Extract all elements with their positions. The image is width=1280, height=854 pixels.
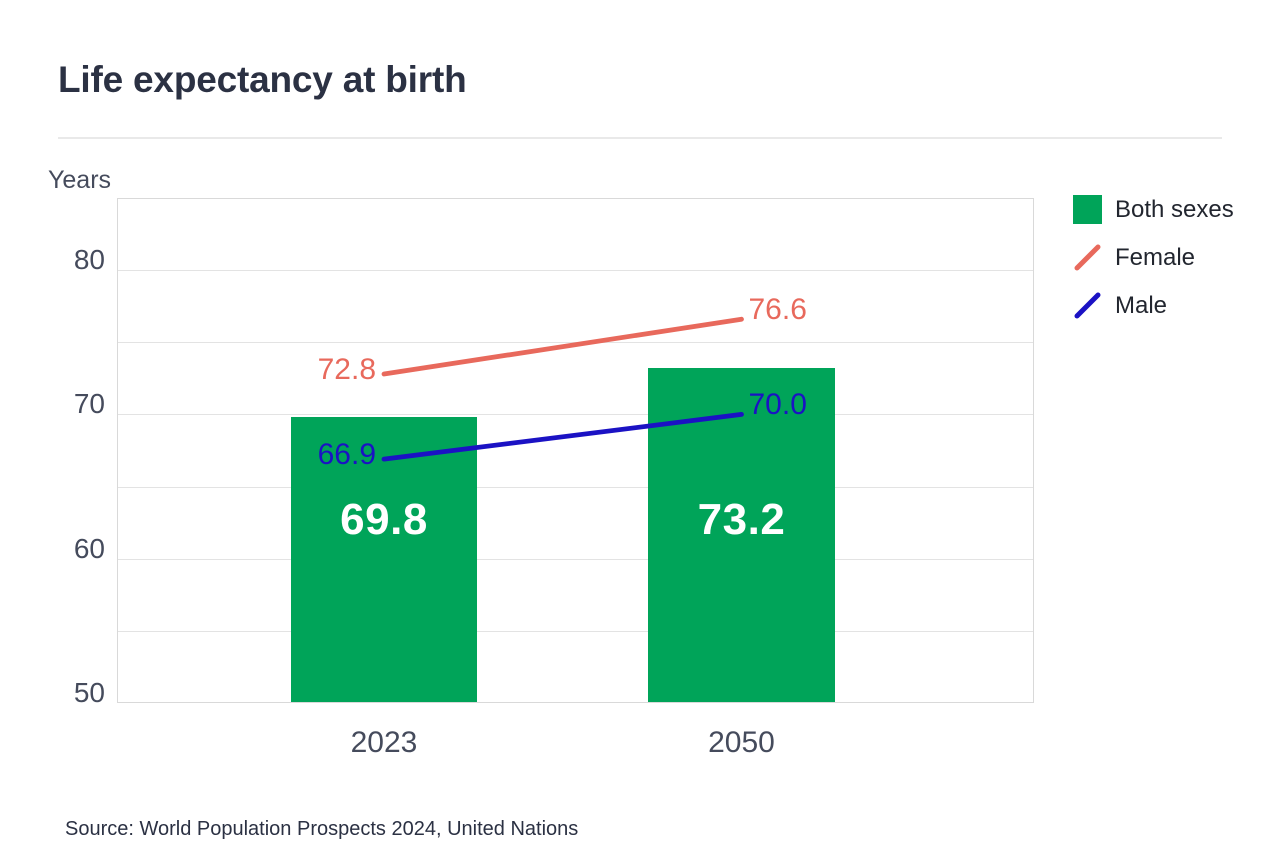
legend-item-female: Female: [1073, 243, 1234, 272]
legend-item-both-sexes: Both sexes: [1073, 195, 1234, 224]
source-note: Source: World Population Prospects 2024,…: [65, 818, 579, 840]
point-label-female-2050: 76.6: [748, 293, 807, 327]
bar-value-label-2023: 69.8: [340, 495, 428, 544]
line-male: [381, 412, 744, 462]
y-tick-80: 80: [73, 244, 105, 276]
line-series-layer: [381, 316, 744, 462]
legend-label: Male: [1115, 292, 1168, 319]
title-divider: [58, 137, 1222, 139]
gridline-65: [117, 486, 1034, 488]
x-tick-2050: 2050: [708, 726, 775, 759]
point-label-male-2023: 66.9: [317, 438, 376, 472]
legend-line-icon: [1074, 244, 1101, 271]
gridline-80: [117, 270, 1034, 272]
legend-item-male: Male: [1073, 291, 1234, 320]
legend-label: Both sexes: [1115, 196, 1234, 223]
gridline-55: [117, 630, 1034, 632]
plot-area: 69.8 73.2 72.8 76.6 66.9 70.0: [117, 198, 1034, 703]
bar-value-label-2050: 73.2: [697, 495, 786, 544]
gridline-70: [117, 414, 1034, 416]
point-label-female-2023: 72.8: [317, 353, 376, 387]
y-tick-60: 60: [73, 532, 105, 564]
x-tick-2023: 2023: [350, 726, 418, 759]
legend-line-icon: [1074, 292, 1101, 319]
y-tick-50: 50: [73, 677, 105, 708]
y-tick-70: 70: [73, 388, 105, 420]
chart-title: Life expectancy at birth: [58, 59, 467, 100]
y-axis-unit-label: Years: [48, 166, 112, 194]
bar-2023: [291, 417, 477, 703]
legend-square-icon: [1073, 195, 1102, 224]
legend-label: Female: [1115, 244, 1196, 271]
point-label-male-2050: 70.0: [748, 388, 807, 422]
legend: Both sexes Female Male: [1073, 195, 1234, 339]
gridline-60: [117, 558, 1034, 560]
line-female: [381, 316, 744, 377]
